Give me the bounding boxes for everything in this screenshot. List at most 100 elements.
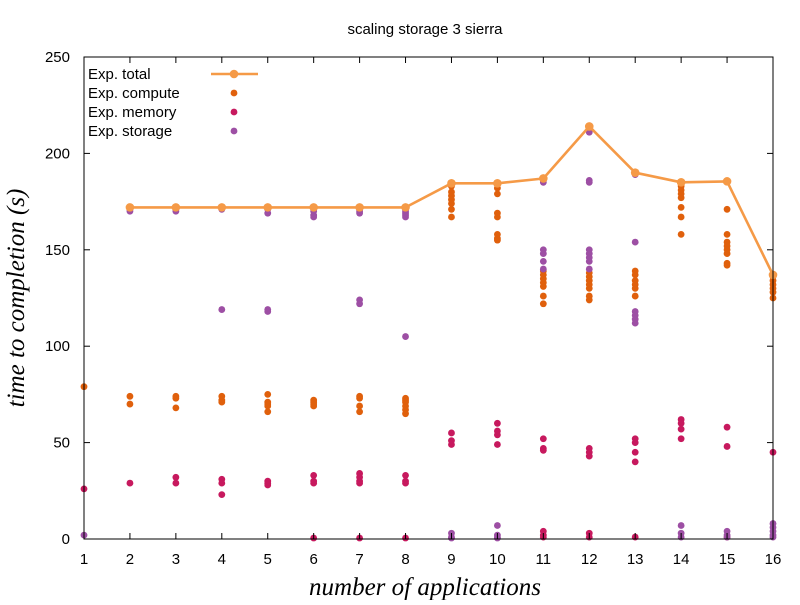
data-point-memory — [631, 439, 639, 446]
legend-swatch-total — [229, 69, 239, 79]
data-point-memory — [677, 435, 685, 443]
data-point-storage — [585, 178, 593, 186]
data-point-compute — [172, 404, 180, 412]
data-point-compute — [631, 292, 639, 300]
data-point-compute — [677, 203, 685, 211]
data-point-compute — [264, 391, 272, 398]
data-point-total — [125, 203, 135, 212]
y-tick-label: 100 — [45, 338, 70, 355]
legend-swatch-storage — [230, 127, 238, 135]
data-point-compute — [723, 230, 731, 238]
x-tick-label: 7 — [355, 551, 363, 568]
x-tick-label: 15 — [719, 551, 736, 568]
data-point-total — [630, 168, 640, 177]
data-point-storage — [677, 522, 685, 529]
data-point-total — [584, 122, 594, 131]
legend-label-storage: Exp. storage — [88, 123, 172, 140]
data-point-memory — [356, 479, 363, 487]
data-point-storage — [218, 306, 226, 313]
x-tick-label: 5 — [264, 551, 272, 568]
data-point-compute — [264, 402, 272, 410]
data-point-memory — [631, 448, 639, 456]
data-point-storage — [539, 265, 547, 273]
data-point-memory — [126, 479, 134, 487]
data-point-memory — [723, 423, 731, 431]
data-point-compute — [631, 271, 639, 279]
data-point-storage — [631, 238, 639, 246]
data-point-compute — [539, 300, 547, 308]
data-point-compute — [585, 296, 593, 304]
data-point-memory — [172, 479, 180, 487]
data-point-memory — [494, 441, 501, 448]
data-point-compute — [356, 402, 363, 410]
data-point-total — [722, 177, 732, 186]
x-tick-label: 9 — [447, 551, 455, 568]
data-point-total — [676, 178, 686, 187]
data-point-compute — [402, 410, 409, 418]
data-point-compute — [723, 261, 731, 269]
data-point-memory — [723, 443, 731, 450]
x-tick-label: 16 — [765, 551, 782, 568]
x-tick-label: 12 — [581, 551, 598, 568]
data-point-memory — [677, 419, 685, 427]
y-tick-label: 200 — [45, 145, 70, 162]
data-point-total — [263, 203, 273, 212]
legend-label-total: Exp. total — [88, 66, 151, 83]
legend: Exp. total Exp. compute Exp. memory Exp. st… — [88, 66, 258, 140]
x-tick-label: 4 — [218, 551, 226, 568]
data-point-total — [355, 203, 364, 212]
x-tick-label: 10 — [489, 551, 506, 568]
data-point-compute — [539, 283, 547, 290]
y-tick-label: 250 — [45, 49, 70, 66]
data-point-storage — [264, 209, 272, 217]
x-tick-label: 2 — [126, 551, 134, 568]
data-point-memory — [539, 435, 547, 443]
data-point-memory — [494, 419, 501, 427]
data-point-memory — [218, 491, 226, 499]
data-point-compute — [448, 205, 455, 213]
data-point-storage — [264, 308, 272, 315]
data-point-compute — [631, 284, 639, 292]
x-tick-label: 3 — [172, 551, 180, 568]
chart-title: scaling storage 3 sierra — [347, 21, 503, 38]
data-point-compute — [723, 205, 731, 213]
data-point-memory — [402, 479, 409, 487]
y-tick-label: 150 — [45, 242, 70, 259]
data-point-compute — [172, 394, 180, 402]
data-point-memory — [631, 458, 639, 466]
plot-frame — [83, 56, 774, 540]
y-axis-label: time to completion (s) — [3, 189, 30, 408]
data-point-compute — [356, 408, 363, 416]
y-tick-label: 0 — [62, 531, 70, 548]
data-point-compute — [585, 284, 593, 292]
data-point-storage — [494, 522, 501, 529]
data-point-total — [309, 203, 318, 212]
data-point-storage — [585, 128, 593, 136]
data-point-memory — [264, 481, 272, 489]
data-point-storage — [585, 265, 593, 273]
data-point-total — [539, 174, 548, 183]
data-point-compute — [356, 394, 363, 402]
data-point-memory — [539, 446, 547, 454]
data-point-memory — [172, 473, 180, 481]
x-axis-label: number of applications — [309, 574, 541, 600]
data-point-memory — [494, 431, 501, 439]
data-point-storage — [631, 319, 639, 327]
data-point-total — [493, 178, 502, 188]
y-tick-label: 50 — [53, 435, 70, 452]
data-point-memory — [402, 471, 409, 479]
legend-label-memory: Exp. memory — [88, 104, 177, 121]
x-tick-label: 14 — [673, 551, 690, 568]
data-point-compute — [723, 250, 731, 258]
data-point-storage — [402, 213, 409, 221]
data-point-compute — [677, 230, 685, 238]
data-point-compute — [264, 408, 272, 416]
legend-label-compute: Exp. compute — [88, 85, 180, 102]
data-point-storage — [402, 333, 409, 340]
data-point-compute — [126, 400, 134, 408]
data-point-total — [401, 203, 410, 212]
data-point-compute — [218, 398, 226, 406]
